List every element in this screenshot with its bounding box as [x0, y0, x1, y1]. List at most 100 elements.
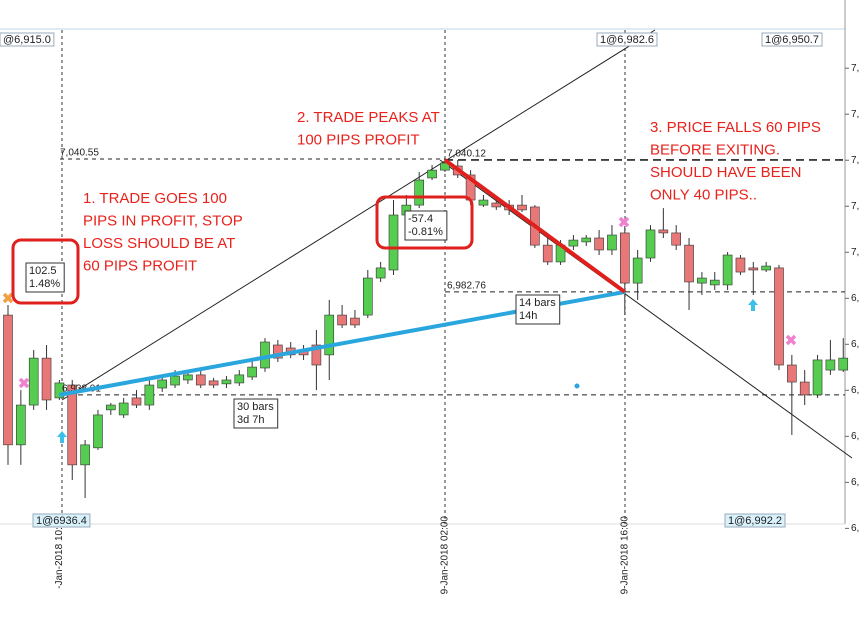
candle-body: [825, 359, 836, 371]
candle-body: [234, 374, 245, 384]
candle-body: [362, 277, 373, 316]
candle-body: [787, 364, 797, 383]
candle-body: [195, 374, 206, 386]
stats-box: [404, 210, 448, 241]
y-tick-label: 6,: [851, 523, 859, 534]
annotation: SHOULD HAVE BEEN: [650, 164, 801, 181]
price-tag: 1@6,982.6: [600, 34, 654, 46]
candle-body: [491, 202, 502, 208]
exit-marker: [785, 334, 797, 346]
exit-marker: [618, 216, 630, 228]
price-tag: 1@6,950.7: [765, 34, 819, 46]
stats-text: 3d 7h: [237, 414, 265, 426]
exit-marker: [2, 292, 14, 304]
candle-body: [594, 237, 604, 251]
candle-body: [41, 357, 52, 401]
entry-arrow: [57, 431, 67, 443]
candle-body: [658, 229, 669, 234]
candle-body: [440, 162, 450, 171]
y-tick-label: 7,: [851, 247, 859, 258]
annotation: BEFORE EXITING.: [650, 142, 780, 159]
trend-line: [61, 29, 656, 401]
annotation: 2. TRADE PEAKS AT: [297, 109, 440, 126]
y-tick-label: 7,: [851, 109, 859, 120]
y-tick-label: 6,: [851, 431, 859, 442]
candle-body: [722, 254, 733, 286]
stats-text: -0.81%: [408, 226, 443, 238]
price-tag-box: [596, 32, 658, 47]
price-tag-box: [0, 32, 55, 47]
candle-body: [28, 357, 39, 406]
candle-body: [748, 267, 759, 271]
y-tick-label: 7,: [851, 155, 859, 166]
candle-body: [350, 317, 360, 326]
candle-body: [247, 366, 257, 378]
candle-body: [414, 179, 425, 206]
price-tag-box: [761, 32, 823, 47]
price-tag: 1@6,992.2: [728, 515, 782, 527]
candle-body: [517, 204, 527, 211]
candle-body: [208, 380, 219, 386]
price-tag: @6,915.0: [3, 34, 51, 46]
x-tick-label: 9-Jan-2018 02:00: [440, 516, 451, 595]
level-label: 7,040.12: [447, 149, 486, 160]
stats-box: [233, 398, 279, 429]
annotation: 100 PIPS PROFIT: [297, 132, 420, 149]
annotation: 1. TRADE GOES 100: [83, 190, 227, 207]
candle-body: [3, 314, 13, 446]
candle-body: [388, 214, 399, 271]
candle-body: [671, 232, 682, 246]
y-tick-label: 7,: [851, 63, 859, 74]
y-tick-label: 7,: [851, 201, 859, 212]
candle-body: [118, 402, 129, 416]
x-tick-label: 9-Jan-2018 16:00: [619, 516, 630, 595]
stats-text: 14 bars: [519, 297, 556, 309]
candle-body: [812, 359, 823, 396]
y-tick-label: 6,: [851, 293, 859, 304]
candle-body: [761, 265, 771, 271]
candle-body: [54, 382, 65, 399]
stats-text: -57.4: [408, 213, 433, 225]
candle-body: [324, 314, 335, 356]
candle-body: [157, 379, 167, 389]
candle-body: [16, 404, 26, 446]
entry-arrow: [748, 299, 758, 311]
stats-text: 30 bars: [237, 401, 274, 413]
candle-body: [183, 374, 193, 381]
candle-body: [273, 344, 283, 359]
y-tick-label: 6,: [851, 339, 859, 350]
stats-text: 1.48%: [29, 278, 60, 290]
candle-body: [131, 397, 142, 406]
highlight-box: [11, 238, 80, 305]
candle-body: [144, 384, 155, 406]
stats-box: [25, 262, 65, 293]
x-tick-label: -Jan-2018 10:00: [54, 516, 65, 589]
candle-body: [735, 257, 746, 273]
candle-body: [697, 277, 707, 284]
candle-body: [774, 267, 784, 366]
highlight-box: [375, 195, 474, 250]
candle-body: [542, 244, 553, 263]
candle-body: [221, 379, 232, 385]
price-tag: 1@6936.4: [36, 515, 87, 527]
candle-body: [311, 344, 322, 366]
candle-body: [632, 257, 643, 284]
candle-body: [645, 229, 656, 259]
candle-body: [375, 267, 386, 279]
annotation: 3. PRICE FALLS 60 PIPS: [650, 119, 821, 136]
candle-body: [67, 384, 78, 466]
candle-body: [337, 314, 347, 326]
candle-body: [799, 381, 810, 396]
stats-text: 14h: [519, 310, 537, 322]
candle-body: [607, 234, 617, 251]
stats-box: [515, 294, 561, 325]
candle-body: [684, 244, 694, 283]
trade-line: [443, 158, 626, 294]
dot: [574, 383, 580, 389]
y-tick-label: 6,: [851, 385, 859, 396]
level-label: 6,982.76: [447, 281, 486, 292]
annotation: LOSS SHOULD BE AT: [83, 235, 235, 252]
stats-text: 102.5: [29, 265, 57, 277]
